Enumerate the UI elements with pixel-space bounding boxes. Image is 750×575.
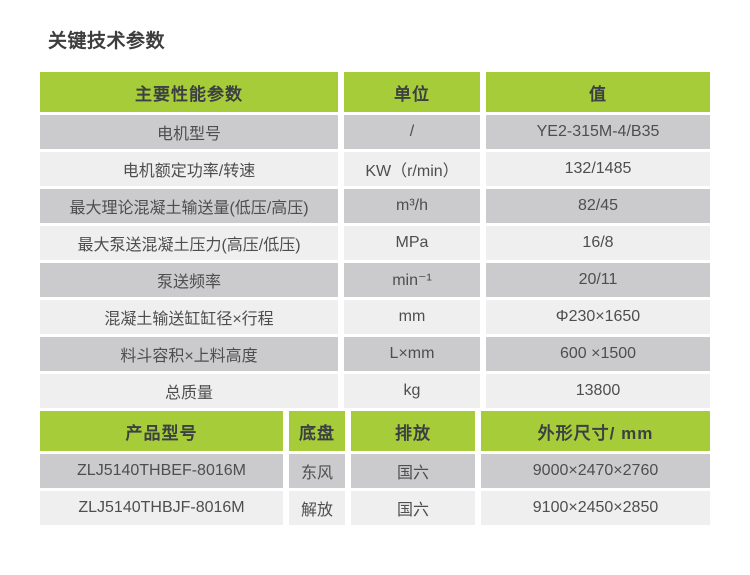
unit-cell: MPa (344, 226, 480, 260)
table-row: 最大泵送混凝土压力(高压/低压) MPa 16/8 (40, 226, 710, 260)
table-row: ZLJ5140THBJF-8016M 解放 国六 9100×2450×2850 (40, 491, 710, 525)
chassis-cell: 解放 (289, 491, 345, 525)
value-cell: 16/8 (486, 226, 710, 260)
model-cell: ZLJ5140THBJF-8016M (40, 491, 283, 525)
header-parameter: 主要性能参数 (40, 72, 338, 112)
chassis-cell: 东风 (289, 454, 345, 488)
table-row: 泵送频率 min⁻¹ 20/11 (40, 263, 710, 297)
dimensions-cell: 9000×2470×2760 (481, 454, 710, 488)
table-row: 电机型号 / YE2-315M-4/B35 (40, 115, 710, 149)
dimensions-cell: 9100×2450×2850 (481, 491, 710, 525)
emission-cell: 国六 (351, 454, 475, 488)
header-unit: 单位 (344, 72, 480, 112)
param-name-cell: 最大理论混凝土输送量(低压/高压) (40, 189, 338, 223)
param-name-cell: 电机额定功率/转速 (40, 152, 338, 186)
table-row: 总质量 kg 13800 (40, 374, 710, 408)
table-row: 最大理论混凝土输送量(低压/高压) m³/h 82/45 (40, 189, 710, 223)
table-row: 料斗容积×上料高度 L×mm 600 ×1500 (40, 337, 710, 371)
header-dimensions: 外形尺寸/ mm (481, 411, 710, 451)
value-cell: 20/11 (486, 263, 710, 297)
emission-cell: 国六 (351, 491, 475, 525)
header-chassis: 底盘 (289, 411, 345, 451)
header-product-model: 产品型号 (40, 411, 283, 451)
table-row: 混凝土输送缸缸径×行程 mm Φ230×1650 (40, 300, 710, 334)
unit-cell: L×mm (344, 337, 480, 371)
value-cell: 600 ×1500 (486, 337, 710, 371)
page-title: 关键技术参数 (48, 31, 166, 52)
unit-cell: KW（r/min） (344, 152, 480, 186)
unit-cell: m³/h (344, 189, 480, 223)
model-header-row: 产品型号 底盘 排放 外形尺寸/ mm (40, 411, 710, 451)
value-cell: 82/45 (486, 189, 710, 223)
value-cell: Φ230×1650 (486, 300, 710, 334)
unit-cell: kg (344, 374, 480, 408)
header-value: 值 (486, 72, 710, 112)
param-name-cell: 泵送频率 (40, 263, 338, 297)
value-cell: YE2-315M-4/B35 (486, 115, 710, 149)
spec-table: 主要性能参数 单位 值 电机型号 / YE2-315M-4/B35 电机额定功率… (40, 72, 710, 528)
param-name-cell: 混凝土输送缸缸径×行程 (40, 300, 338, 334)
value-cell: 132/1485 (486, 152, 710, 186)
param-name-cell: 料斗容积×上料高度 (40, 337, 338, 371)
model-cell: ZLJ5140THBEF-8016M (40, 454, 283, 488)
unit-cell: mm (344, 300, 480, 334)
param-name-cell: 总质量 (40, 374, 338, 408)
performance-header-row: 主要性能参数 单位 值 (40, 72, 710, 112)
param-name-cell: 最大泵送混凝土压力(高压/低压) (40, 226, 338, 260)
performance-table: 主要性能参数 单位 值 电机型号 / YE2-315M-4/B35 电机额定功率… (40, 72, 710, 408)
table-row: ZLJ5140THBEF-8016M 东风 国六 9000×2470×2760 (40, 454, 710, 488)
value-cell: 13800 (486, 374, 710, 408)
unit-cell: min⁻¹ (344, 263, 480, 297)
unit-cell: / (344, 115, 480, 149)
param-name-cell: 电机型号 (40, 115, 338, 149)
table-row: 电机额定功率/转速 KW（r/min） 132/1485 (40, 152, 710, 186)
model-table: 产品型号 底盘 排放 外形尺寸/ mm ZLJ5140THBEF-8016M 东… (40, 411, 710, 525)
header-emission: 排放 (351, 411, 475, 451)
